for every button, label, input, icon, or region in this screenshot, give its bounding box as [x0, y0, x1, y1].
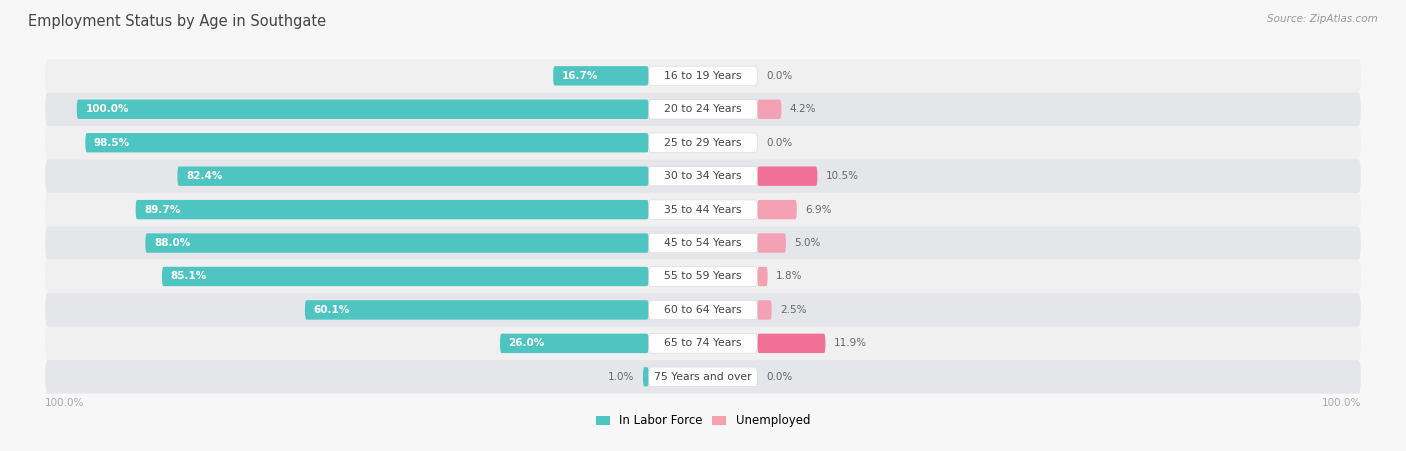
- Text: 4.2%: 4.2%: [790, 104, 817, 114]
- Text: 2.5%: 2.5%: [780, 305, 807, 315]
- FancyBboxPatch shape: [758, 233, 786, 253]
- Text: 35 to 44 Years: 35 to 44 Years: [664, 205, 742, 215]
- Text: 75 Years and over: 75 Years and over: [654, 372, 752, 382]
- Text: 30 to 34 Years: 30 to 34 Years: [664, 171, 742, 181]
- Text: 88.0%: 88.0%: [153, 238, 190, 248]
- FancyBboxPatch shape: [648, 367, 758, 387]
- FancyBboxPatch shape: [648, 334, 758, 353]
- Text: 100.0%: 100.0%: [1322, 397, 1361, 408]
- FancyBboxPatch shape: [45, 226, 1361, 260]
- FancyBboxPatch shape: [77, 100, 648, 119]
- Text: 10.5%: 10.5%: [825, 171, 859, 181]
- FancyBboxPatch shape: [758, 200, 797, 219]
- Text: 25 to 29 Years: 25 to 29 Years: [664, 138, 742, 148]
- FancyBboxPatch shape: [45, 260, 1361, 293]
- Text: 0.0%: 0.0%: [766, 71, 792, 81]
- FancyBboxPatch shape: [758, 334, 825, 353]
- FancyBboxPatch shape: [648, 100, 758, 119]
- Text: 82.4%: 82.4%: [186, 171, 222, 181]
- Text: 85.1%: 85.1%: [170, 272, 207, 281]
- Text: 45 to 54 Years: 45 to 54 Years: [664, 238, 742, 248]
- FancyBboxPatch shape: [45, 160, 1361, 193]
- FancyBboxPatch shape: [648, 200, 758, 219]
- FancyBboxPatch shape: [648, 267, 758, 286]
- FancyBboxPatch shape: [501, 334, 648, 353]
- FancyBboxPatch shape: [758, 100, 782, 119]
- Text: 55 to 59 Years: 55 to 59 Years: [664, 272, 742, 281]
- Text: 20 to 24 Years: 20 to 24 Years: [664, 104, 742, 114]
- FancyBboxPatch shape: [86, 133, 648, 152]
- Text: Employment Status by Age in Southgate: Employment Status by Age in Southgate: [28, 14, 326, 28]
- FancyBboxPatch shape: [758, 267, 768, 286]
- FancyBboxPatch shape: [648, 166, 758, 186]
- FancyBboxPatch shape: [177, 166, 648, 186]
- FancyBboxPatch shape: [648, 66, 758, 86]
- Text: 11.9%: 11.9%: [834, 338, 868, 348]
- Text: 16 to 19 Years: 16 to 19 Years: [664, 71, 742, 81]
- FancyBboxPatch shape: [305, 300, 648, 320]
- Text: 98.5%: 98.5%: [94, 138, 129, 148]
- Text: 0.0%: 0.0%: [766, 372, 792, 382]
- Text: 16.7%: 16.7%: [562, 71, 598, 81]
- FancyBboxPatch shape: [45, 360, 1361, 394]
- Text: 100.0%: 100.0%: [86, 104, 129, 114]
- Text: 0.0%: 0.0%: [766, 138, 792, 148]
- FancyBboxPatch shape: [45, 193, 1361, 226]
- FancyBboxPatch shape: [648, 133, 758, 152]
- FancyBboxPatch shape: [45, 293, 1361, 327]
- Text: 89.7%: 89.7%: [145, 205, 180, 215]
- Legend: In Labor Force, Unemployed: In Labor Force, Unemployed: [591, 410, 815, 432]
- FancyBboxPatch shape: [45, 126, 1361, 160]
- FancyBboxPatch shape: [45, 327, 1361, 360]
- FancyBboxPatch shape: [648, 300, 758, 320]
- FancyBboxPatch shape: [162, 267, 648, 286]
- FancyBboxPatch shape: [145, 233, 648, 253]
- FancyBboxPatch shape: [758, 166, 817, 186]
- Text: 1.8%: 1.8%: [776, 272, 803, 281]
- Text: 65 to 74 Years: 65 to 74 Years: [664, 338, 742, 348]
- FancyBboxPatch shape: [45, 59, 1361, 92]
- FancyBboxPatch shape: [758, 300, 772, 320]
- Text: 6.9%: 6.9%: [806, 205, 832, 215]
- Text: 60 to 64 Years: 60 to 64 Years: [664, 305, 742, 315]
- FancyBboxPatch shape: [553, 66, 648, 86]
- Text: 26.0%: 26.0%: [509, 338, 544, 348]
- Text: 100.0%: 100.0%: [45, 397, 84, 408]
- FancyBboxPatch shape: [648, 233, 758, 253]
- FancyBboxPatch shape: [45, 92, 1361, 126]
- Text: Source: ZipAtlas.com: Source: ZipAtlas.com: [1267, 14, 1378, 23]
- Text: 60.1%: 60.1%: [314, 305, 350, 315]
- Text: 1.0%: 1.0%: [607, 372, 634, 382]
- FancyBboxPatch shape: [643, 367, 648, 387]
- Text: 5.0%: 5.0%: [794, 238, 821, 248]
- FancyBboxPatch shape: [135, 200, 648, 219]
